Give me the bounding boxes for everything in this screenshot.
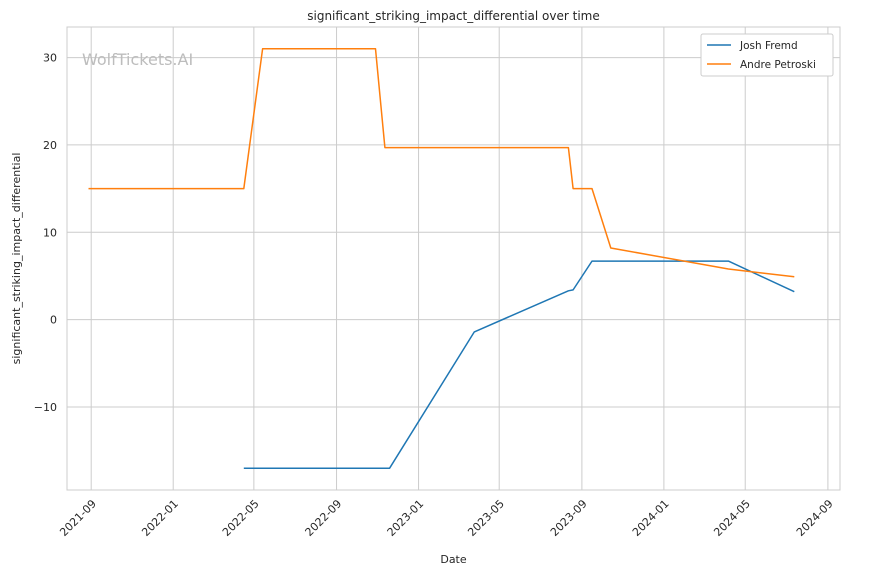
y-tick-label: 30	[43, 52, 57, 65]
chart-title: significant_striking_impact_differential…	[307, 9, 599, 23]
series-layer	[88, 48, 795, 469]
x-axis-label: Date	[440, 553, 467, 566]
series-line-josh-fremd	[243, 260, 795, 469]
y-axis-label: significant_striking_impact_differential	[10, 153, 23, 365]
series-line-andre-petroski	[88, 48, 795, 278]
y-tick-label: 20	[43, 139, 57, 152]
y-tick-label: −10	[34, 401, 57, 414]
legend-label-andre-petroski: Andre Petroski	[740, 59, 816, 71]
y-tick-label: 10	[43, 226, 57, 239]
plot-frame	[66, 26, 841, 491]
watermark-text: WolfTickets.AI	[82, 50, 193, 69]
legend: Josh Fremd Andre Petroski	[700, 33, 834, 77]
legend-label-josh-fremd: Josh Fremd	[739, 40, 798, 52]
grid-layer	[67, 27, 840, 490]
y-tick-label: 0	[50, 314, 57, 327]
legend-box	[700, 33, 834, 77]
